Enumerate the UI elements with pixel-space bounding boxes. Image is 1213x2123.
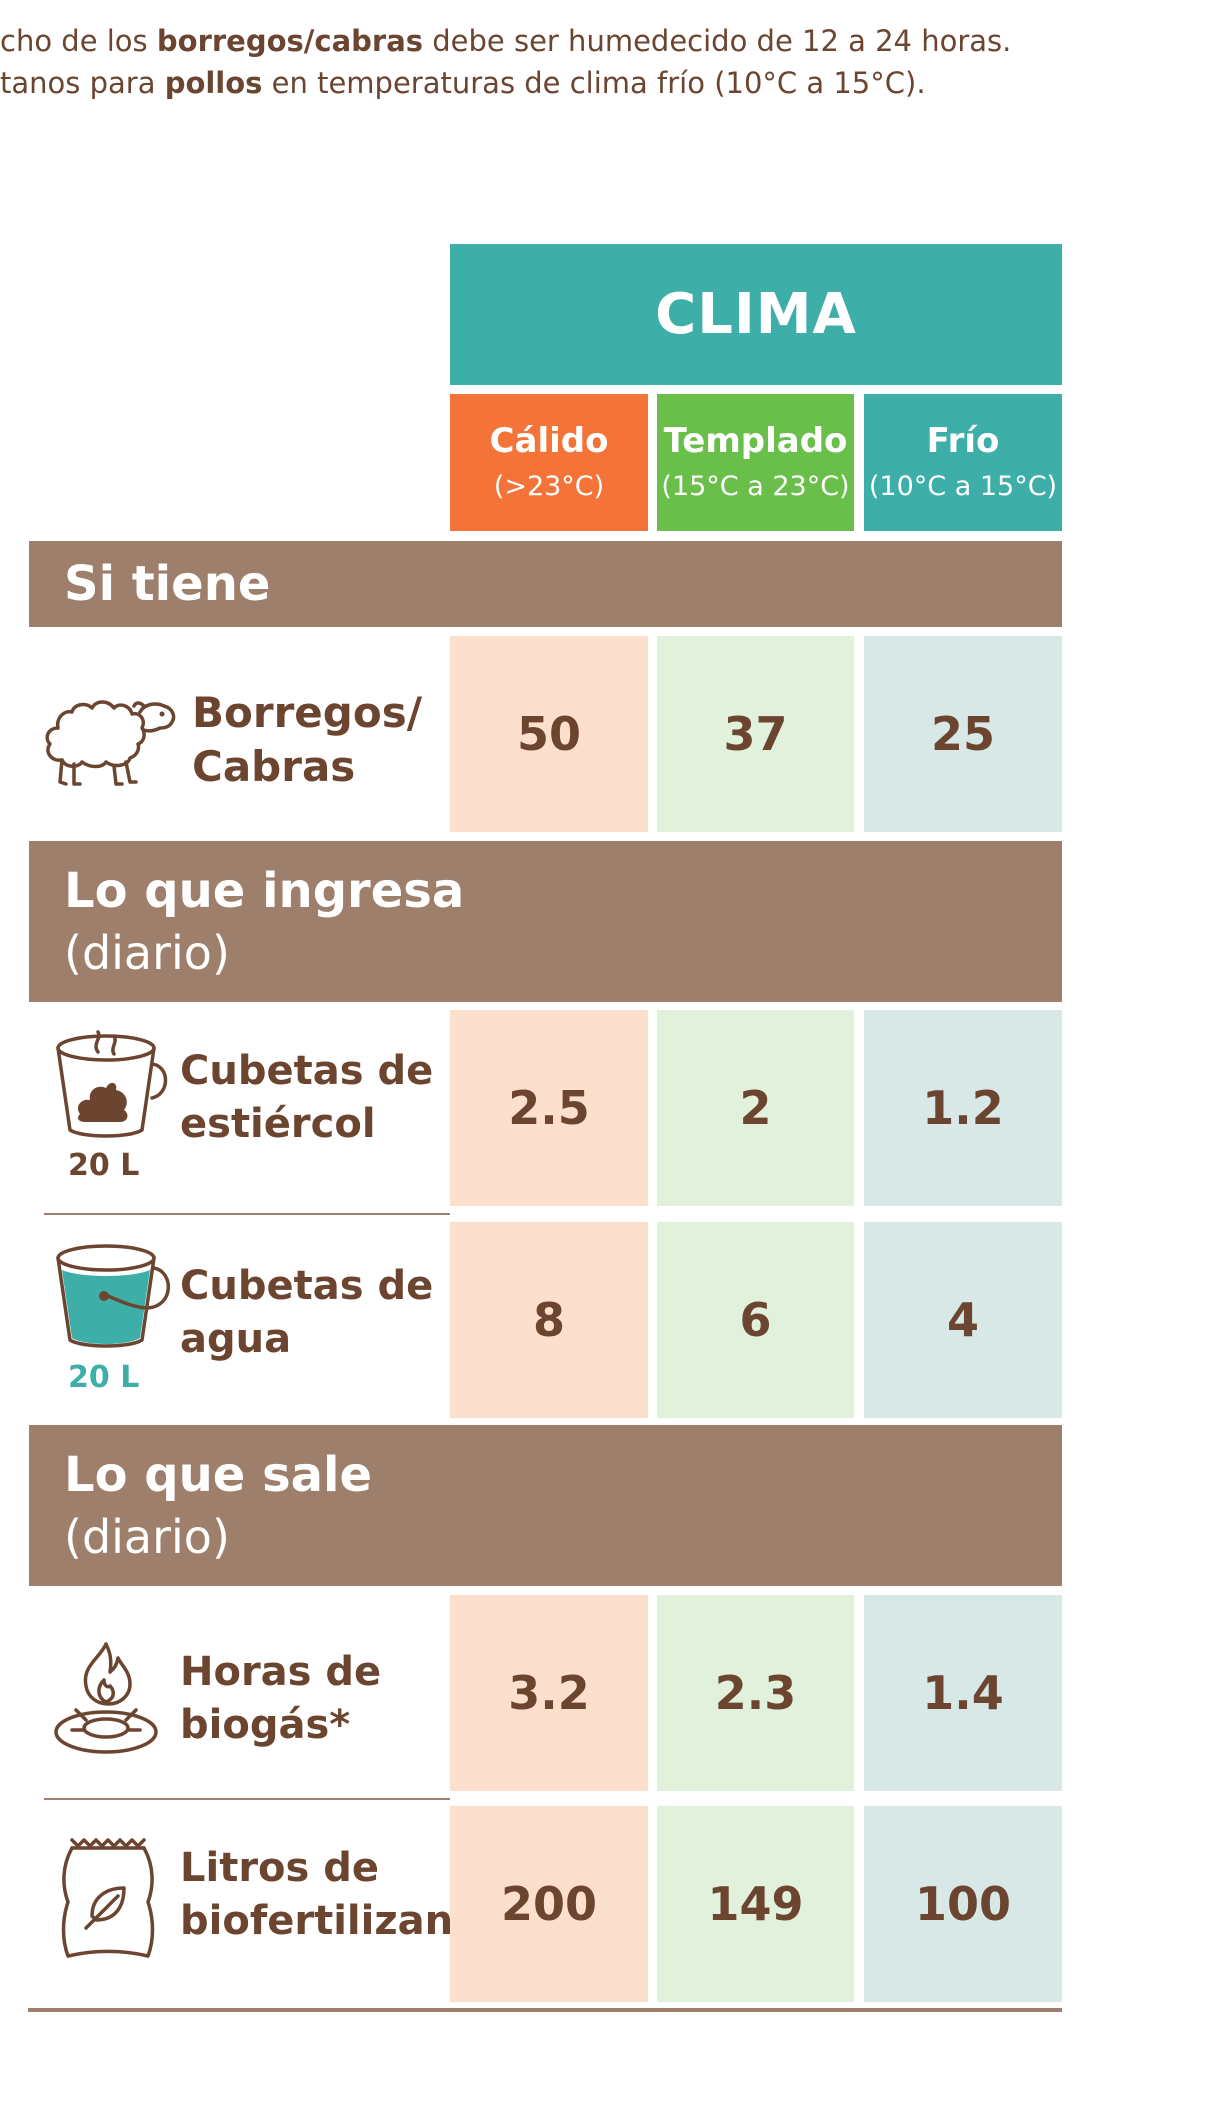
value-cell-temperate: 2 [657, 1010, 854, 1206]
note-text: debe ser humedecido de 12 a 24 horas. [423, 24, 1012, 58]
section-lo-que-ingresa: Lo que ingresa (diario) [29, 841, 1062, 1002]
clima-header: CLIMA [450, 244, 1062, 385]
manure-bucket-icon [56, 1030, 168, 1138]
note-line-2: tanos para pollos en temperaturas de cli… [0, 64, 926, 102]
value-cell-warm: 2.5 [450, 1010, 648, 1206]
note-bold-text: borregos/cabras [156, 24, 424, 58]
column-header-temperate: Templado (15°C a 23°C) [657, 394, 854, 531]
column-header-cold: Frío (10°C a 15°C) [864, 394, 1062, 531]
row-divider [44, 1798, 450, 1800]
column-range: (15°C a 23°C) [661, 470, 850, 502]
column-name: Templado [663, 420, 848, 461]
sheep-icon [45, 700, 176, 786]
note-text: en temperaturas de clima frío (10°C a 15… [262, 66, 926, 100]
bucket-size-label: 20 L [68, 1360, 140, 1395]
value-cell-cold: 1.2 [864, 1010, 1062, 1206]
row-label-line: Cubetas de [180, 1263, 434, 1309]
row-label-line: agua [180, 1316, 292, 1362]
value-cell-cold: 100 [864, 1806, 1062, 2002]
column-range: (>23°C) [493, 470, 605, 502]
value-cell-temperate: 6 [657, 1222, 854, 1418]
section-title: Lo que sale [64, 1446, 373, 1503]
note-line-1: cho de los borregos/cabras debe ser hume… [0, 22, 1011, 60]
water-bucket-icon [56, 1244, 170, 1348]
row-label-water: Cubetas de agua [180, 1260, 433, 1366]
row-label-animals: Borregos/ Cabras [192, 686, 422, 794]
section-si-tiene: Si tiene [29, 541, 1062, 627]
value-cell-warm: 8 [450, 1222, 648, 1418]
value-cell-cold: 25 [864, 636, 1062, 832]
column-header-warm: Cálido (>23°C) [450, 394, 648, 531]
value-cell-cold: 1.4 [864, 1595, 1062, 1791]
row-label-line: Litros de [180, 1845, 380, 1891]
value-cell-temperate: 2.3 [657, 1595, 854, 1791]
row-label-fertilizer: Litros de biofertilizante [180, 1842, 499, 1948]
value-cell-temperate: 149 [657, 1806, 854, 2002]
section-subtitle: (diario) [64, 925, 230, 980]
row-label-manure: Cubetas de estiércol [180, 1045, 433, 1151]
row-label-line: biofertilizante [180, 1898, 500, 1944]
row-label-biogas: Horas de biogás* [180, 1646, 381, 1752]
gas-stove-icon [54, 1642, 158, 1754]
table-bottom-rule [28, 2008, 1062, 2012]
bucket-size-label: 20 L [68, 1148, 140, 1183]
row-label-line: Cubetas de [180, 1048, 434, 1094]
fertilizer-bag-icon [61, 1838, 155, 1958]
note-bold-text: pollos [164, 66, 263, 100]
section-title: Si tiene [64, 556, 271, 612]
section-lo-que-sale: Lo que sale (diario) [29, 1425, 1062, 1586]
row-divider [44, 1213, 450, 1215]
value-cell-warm: 50 [450, 636, 648, 832]
section-subtitle: (diario) [64, 1509, 230, 1564]
column-range: (10°C a 15°C) [868, 470, 1058, 502]
row-label-line: Borregos/ [192, 688, 423, 737]
section-title: Lo que ingresa [64, 862, 465, 919]
column-name: Cálido [489, 420, 609, 461]
value-cell-temperate: 37 [657, 636, 854, 832]
column-name: Frío [926, 420, 1000, 461]
row-label-line: Horas de [180, 1649, 382, 1695]
note-text: cho de los [0, 24, 157, 58]
note-text: tanos para [0, 66, 165, 100]
row-label-line: biogás* [180, 1702, 351, 1748]
value-cell-warm: 200 [450, 1806, 648, 2002]
value-cell-cold: 4 [864, 1222, 1062, 1418]
row-label-line: Cabras [192, 742, 356, 791]
value-cell-warm: 3.2 [450, 1595, 648, 1791]
row-label-line: estiércol [180, 1101, 376, 1147]
